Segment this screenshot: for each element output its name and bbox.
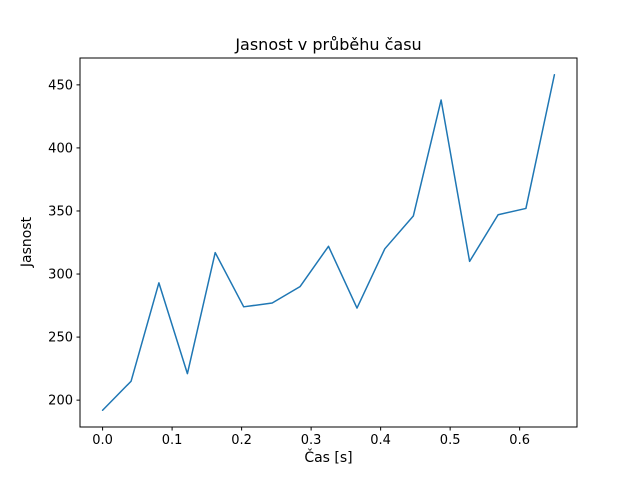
x-tick-label: 0.4	[370, 433, 391, 448]
x-axis-label: Čas [s]	[304, 450, 353, 466]
x-tick-label: 0.6	[509, 433, 530, 448]
x-tick-label: 0.0	[92, 433, 113, 448]
x-tick-label: 0.1	[162, 433, 183, 448]
y-axis-label: Jasnost	[19, 216, 35, 268]
x-tick-label: 0.2	[231, 433, 252, 448]
y-tick-label: 200	[48, 394, 73, 409]
x-tick-label: 0.5	[440, 433, 461, 448]
chart-title: Jasnost v průběhu času	[235, 35, 422, 54]
x-tick-label: 0.3	[301, 433, 322, 448]
y-tick-label: 400	[48, 141, 73, 156]
y-tick-label: 450	[48, 78, 73, 93]
y-tick-label: 300	[48, 268, 73, 283]
y-tick-label: 250	[48, 331, 73, 346]
axes-frame	[79, 57, 578, 428]
data-line	[101, 74, 556, 411]
y-tick-label: 350	[48, 204, 73, 219]
